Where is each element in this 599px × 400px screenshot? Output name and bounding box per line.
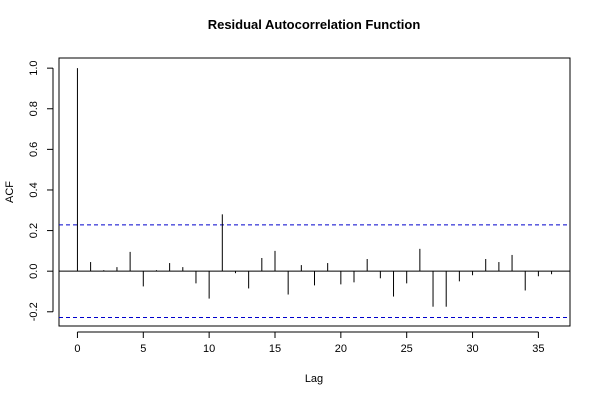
y-tick-label: 1.0: [28, 61, 40, 76]
chart-title: Residual Autocorrelation Function: [208, 17, 421, 32]
y-tick-label: 0.4: [28, 182, 40, 197]
x-tick-label: 35: [532, 343, 544, 355]
x-tick-label: 5: [140, 343, 146, 355]
x-tick-label: 0: [74, 343, 80, 355]
acf-bars: [76, 68, 553, 307]
x-tick-label: 15: [269, 343, 281, 355]
x-tick-label: 30: [466, 343, 478, 355]
y-tick-label: 0.6: [28, 142, 40, 157]
x-tick-label: 25: [401, 343, 413, 355]
y-tick-label: 0.2: [28, 223, 40, 238]
x-tick-label: 10: [203, 343, 215, 355]
y-axis-label: ACF: [4, 181, 16, 203]
x-axis: 0 5 10 15 20 25 30 35: [74, 331, 545, 355]
x-tick-label: 20: [335, 343, 347, 355]
y-tick-label: 0.0: [28, 264, 40, 279]
x-axis-label: Lag: [305, 373, 323, 385]
y-tick-label: -0.2: [28, 302, 40, 321]
y-axis: -0.2 0.0 0.2 0.4 0.6 0.8 1.0: [28, 61, 54, 321]
plot-area: [58, 57, 571, 327]
plot-frame: [58, 57, 571, 327]
y-tick-label: 0.8: [28, 101, 40, 116]
